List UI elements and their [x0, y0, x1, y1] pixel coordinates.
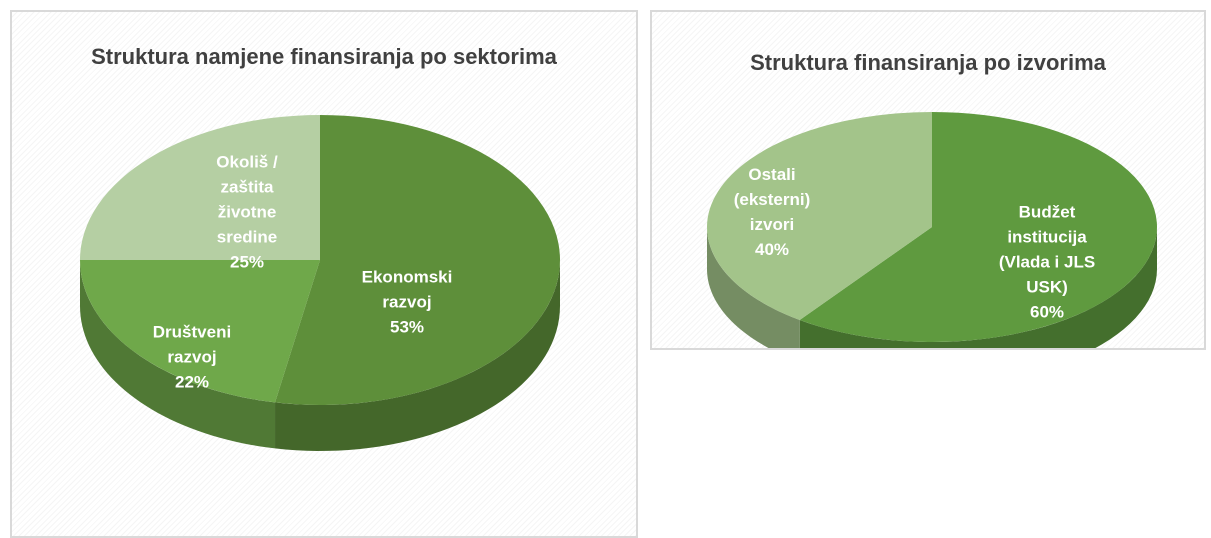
- data-label: Društveni razvoj 22%: [137, 320, 247, 395]
- value-label: 25%: [229, 252, 265, 272]
- value-label: 40%: [754, 240, 790, 259]
- category-label: Ekonomski razvoj: [361, 267, 453, 312]
- chart-panel: Struktura namjene finansiranja po sektor…: [10, 10, 638, 538]
- slice-side: [799, 227, 1157, 348]
- chart-title: Struktura finansiranja po izvorima: [750, 50, 1106, 75]
- pie-slice: [707, 112, 932, 321]
- value-label: 53%: [389, 317, 425, 337]
- data-label: Okoliš / zaštita životne sredine 25%: [192, 150, 302, 275]
- chart-panel: Struktura finansiranja po izvorima Budže…: [650, 10, 1206, 350]
- chart: [80, 115, 561, 451]
- chart: [707, 112, 1157, 348]
- pie-slice: [799, 112, 1157, 342]
- value-label: 22%: [174, 372, 210, 392]
- chart-title: Struktura namjene finansiranja po sektor…: [91, 44, 557, 69]
- category-label: Budžet institucija (Vlada i JLS USK): [998, 202, 1096, 297]
- slice-side: [275, 260, 560, 451]
- slice-side: [707, 227, 800, 348]
- category-label: Okoliš / zaštita životne sredine: [216, 152, 278, 247]
- pie-slice: [80, 260, 320, 403]
- pie-slice: [80, 115, 320, 260]
- category-label: Društveni razvoj: [152, 322, 232, 367]
- slice-side: [80, 260, 276, 449]
- value-label: 60%: [1029, 302, 1065, 322]
- data-label: Ekonomski razvoj 53%: [352, 265, 462, 340]
- data-label: Budžet institucija (Vlada i JLS USK) 60%: [987, 200, 1107, 325]
- data-label: Ostali (eksterni) izvori 40%: [712, 162, 832, 262]
- pie-slice: [275, 115, 561, 405]
- category-label: Ostali (eksterni) izvori: [733, 165, 811, 234]
